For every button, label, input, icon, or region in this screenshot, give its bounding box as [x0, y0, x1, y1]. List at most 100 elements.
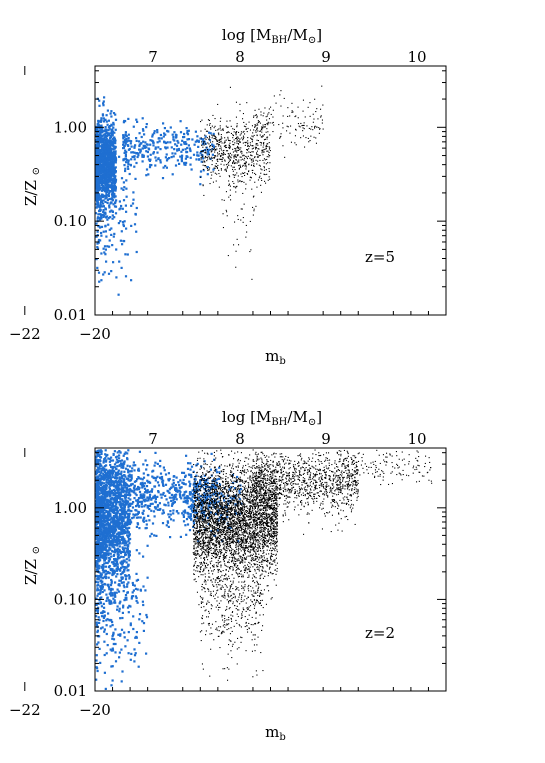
data-point [202, 146, 204, 148]
data-point [315, 142, 317, 144]
data-point [100, 234, 103, 237]
data-point [108, 127, 111, 130]
data-point [133, 155, 136, 158]
data-point [209, 136, 211, 138]
data-point [252, 214, 254, 216]
data-point [113, 136, 116, 139]
data-point [269, 147, 271, 149]
data-point [268, 112, 270, 114]
data-point [111, 481, 114, 484]
data-point [125, 558, 128, 561]
data-point [156, 151, 159, 154]
data-point [122, 134, 125, 137]
data-point [165, 524, 168, 527]
data-point [129, 465, 132, 468]
data-point [110, 173, 113, 176]
data-point [124, 499, 127, 502]
data-point [266, 156, 268, 158]
data-point [97, 513, 100, 516]
data-point [96, 587, 99, 590]
data-point [104, 208, 107, 211]
data-point [192, 153, 196, 156]
data-point [97, 193, 101, 196]
data-point [260, 177, 262, 179]
data-point [114, 473, 117, 476]
data-point [201, 151, 203, 153]
data-point [105, 164, 108, 167]
data-point [242, 221, 244, 223]
data-point [95, 151, 98, 154]
data-point [123, 186, 126, 189]
data-point [233, 154, 235, 156]
data-point [113, 499, 116, 502]
data-point [103, 484, 106, 487]
data-point [100, 549, 103, 552]
data-point [103, 488, 106, 491]
data-point [109, 589, 113, 592]
data-point [141, 620, 144, 623]
data-point [240, 147, 242, 149]
data-point [111, 594, 114, 597]
data-point [217, 155, 219, 157]
data-point [99, 479, 102, 482]
data-point [220, 149, 222, 151]
data-point [114, 543, 117, 546]
data-point [103, 245, 107, 248]
data-point [194, 130, 197, 133]
data-point [127, 479, 130, 482]
data-point [111, 128, 114, 131]
data-point [243, 136, 245, 138]
data-point [102, 557, 105, 560]
data-point [112, 165, 115, 168]
data-point [209, 124, 211, 126]
top-axis-title-part: BH [271, 35, 287, 46]
data-point [118, 450, 121, 453]
data-point [102, 104, 105, 107]
data-point [97, 592, 100, 595]
data-point [316, 126, 318, 128]
data-point [263, 167, 265, 169]
data-point [239, 110, 241, 112]
data-point [208, 154, 210, 156]
data-point [204, 137, 206, 139]
data-point [110, 209, 113, 212]
data-point [149, 139, 152, 142]
data-point [209, 158, 211, 160]
data-point [225, 139, 227, 141]
data-point [217, 144, 219, 146]
data-point [260, 136, 262, 138]
data-point [138, 641, 141, 644]
data-point [147, 474, 150, 477]
data-point [105, 544, 108, 547]
data-point [131, 502, 134, 505]
data-point [116, 608, 119, 611]
data-point [118, 602, 121, 605]
data-point [176, 149, 179, 152]
data-point [321, 122, 323, 124]
data-point [135, 505, 138, 508]
data-point [132, 487, 136, 490]
data-point [104, 145, 107, 148]
data-point [117, 479, 120, 482]
data-point [217, 152, 219, 154]
data-point [120, 680, 123, 683]
data-point [140, 502, 143, 506]
data-point [266, 145, 268, 147]
data-point [120, 532, 123, 535]
data-point [253, 165, 255, 167]
data-point [119, 483, 123, 486]
data-point [236, 154, 238, 156]
data-point [104, 516, 107, 519]
data-point [156, 504, 160, 507]
data-point [189, 513, 192, 516]
data-point [196, 151, 199, 154]
data-point [110, 110, 113, 113]
data-point [122, 547, 125, 550]
data-point [100, 146, 103, 150]
data-point [124, 131, 127, 134]
data-point [268, 142, 270, 144]
data-point [167, 130, 170, 133]
data-point [96, 142, 99, 145]
data-point [122, 540, 125, 543]
data-point [104, 161, 107, 165]
